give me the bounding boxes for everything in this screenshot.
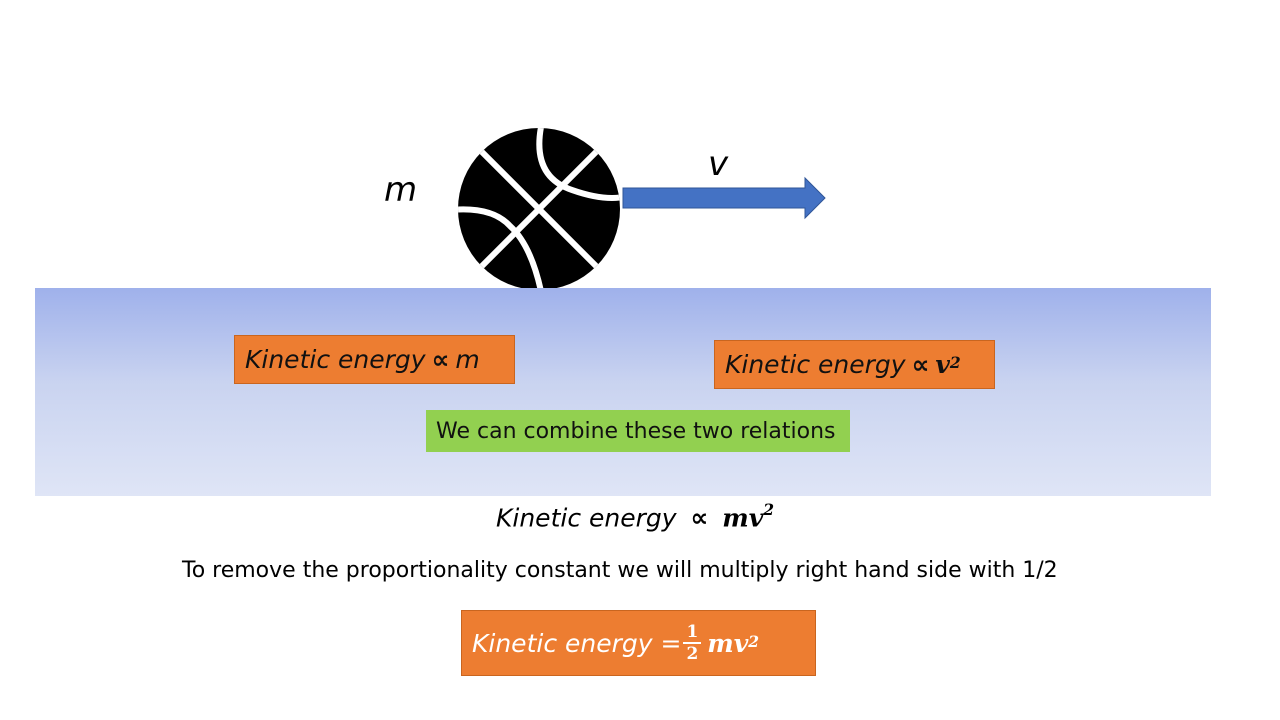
ke-mass-lhs: Kinetic energy [245, 345, 426, 374]
proportional-symbol: ∝ [911, 350, 930, 379]
basketball-icon [458, 128, 620, 290]
ke-velocity-exponent: 2 [949, 353, 961, 372]
combined-lhs: Kinetic energy [496, 503, 677, 533]
half-fraction: 1 2 [683, 622, 702, 664]
mass-label: m [384, 170, 418, 210]
velocity-label: v [708, 144, 729, 184]
fraction-denominator: 2 [686, 644, 699, 664]
ke-velocity-lhs: Kinetic energy [725, 350, 906, 379]
combine-note-box: We can combine these two relations [426, 410, 850, 452]
fraction-numerator: 1 [683, 622, 702, 644]
final-rhs: mv [707, 628, 749, 658]
right-arrow-icon [622, 176, 826, 220]
combined-rhs: mv [722, 503, 764, 533]
proportionality-note: To remove the proportionality constant w… [182, 558, 1058, 583]
proportional-symbol: ∝ [431, 345, 450, 374]
final-exponent: 2 [748, 631, 760, 651]
final-formula-box: Kinetic energy = 1 2 mv 2 [461, 610, 816, 676]
proportional-symbol: ∝ [690, 503, 709, 533]
relations-panel [35, 288, 1211, 496]
final-lhs: Kinetic energy = [472, 628, 682, 658]
combine-note-text: We can combine these two relations [436, 418, 836, 444]
ke-mass-rhs: m [455, 345, 480, 374]
combined-exponent: 2 [763, 500, 775, 519]
ke-mass-relation-box: Kinetic energy ∝ m [234, 335, 515, 384]
ke-velocity-rhs: v [935, 350, 950, 379]
combined-relation: Kinetic energy ∝ mv2 [496, 500, 775, 533]
